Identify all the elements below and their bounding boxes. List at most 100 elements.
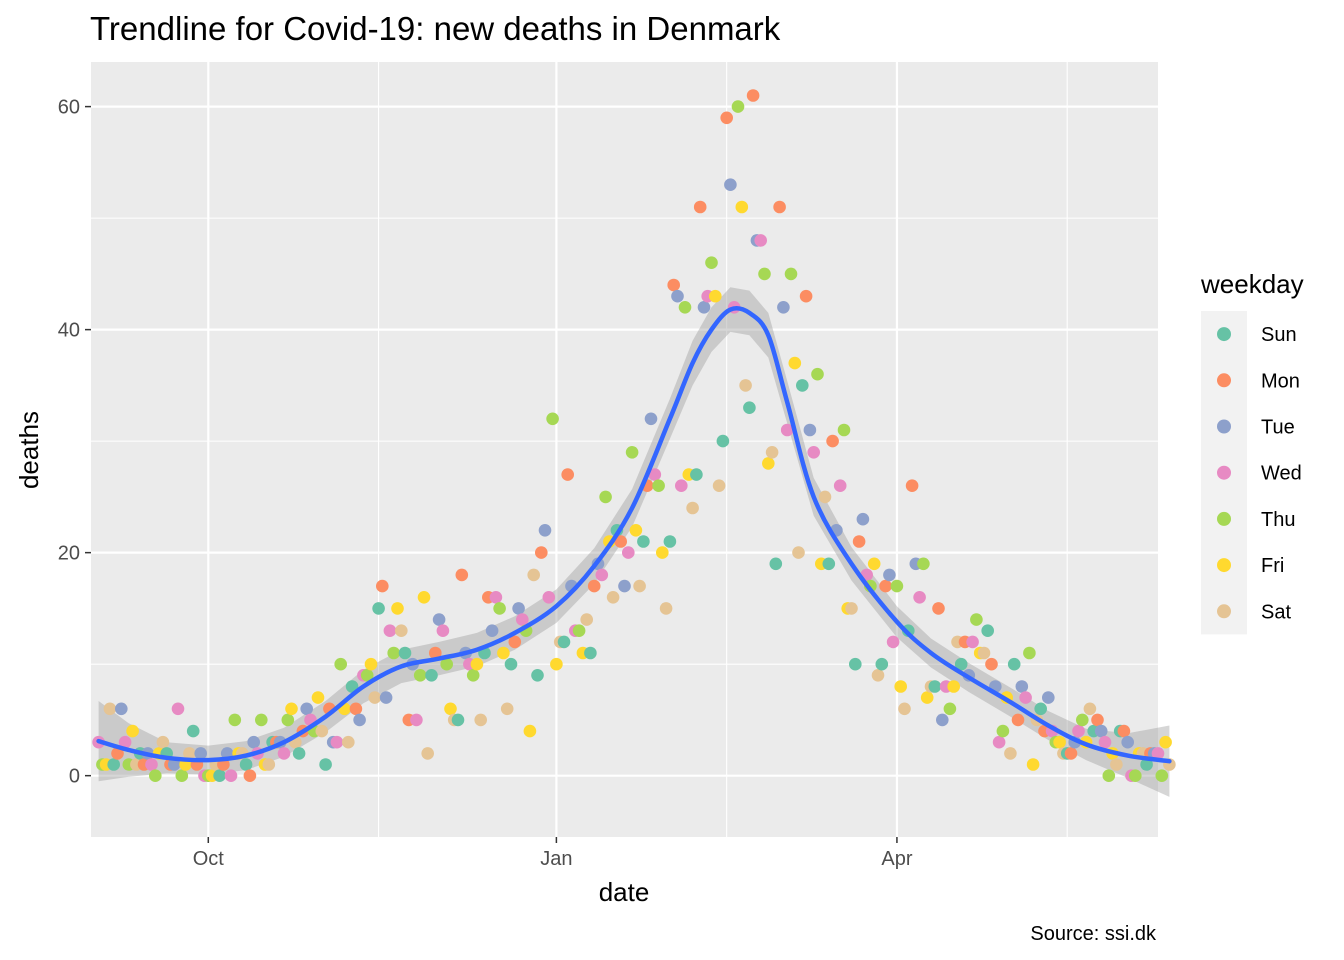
data-point (372, 602, 385, 615)
data-point (508, 635, 522, 649)
x-tick-label: Apr (881, 848, 912, 870)
data-point (183, 747, 196, 760)
legend-label-sun: Sun (1261, 324, 1297, 346)
data-point (156, 735, 170, 749)
data-point (319, 758, 332, 771)
data-point (421, 747, 435, 760)
data-point (485, 624, 499, 637)
chart-caption: Source: ssi.dk (1030, 923, 1157, 945)
grid-minor (91, 62, 1158, 837)
data-point (107, 758, 120, 771)
data-point (996, 724, 1010, 738)
y-tick-label: 40 (58, 320, 80, 342)
data-point (292, 747, 306, 760)
y-tick-label: 20 (58, 543, 80, 565)
x-tick-label: Jan (540, 848, 572, 870)
data-point (572, 624, 586, 637)
data-point (171, 702, 185, 716)
data-point (754, 234, 767, 247)
data-point (531, 669, 544, 682)
legend: Sun Mon Tue Wed Thu Fri Sat (1201, 311, 1302, 635)
data-point (762, 457, 775, 470)
data-point (879, 579, 892, 593)
legend-label-wed: Wed (1261, 463, 1302, 485)
legend-key-thu (1217, 511, 1231, 526)
data-point (625, 446, 639, 459)
data-point (493, 602, 506, 615)
data-point (614, 535, 627, 548)
data-point (342, 735, 355, 749)
data-point (584, 646, 597, 660)
data-point (451, 713, 465, 727)
data-point (1098, 735, 1112, 749)
data-point (780, 423, 794, 437)
data-point (606, 591, 620, 604)
data-point (1042, 691, 1055, 704)
legend-label-sat: Sat (1261, 601, 1291, 623)
data-point (913, 591, 926, 604)
data-point (898, 702, 911, 716)
data-point (1129, 769, 1142, 782)
data-point (145, 758, 158, 771)
data-point (981, 624, 994, 637)
data-point (379, 691, 393, 704)
y-tick-label: 60 (58, 97, 80, 119)
data-point (224, 769, 238, 782)
legend-label-mon: Mon (1261, 370, 1300, 392)
legend-label-thu: Thu (1261, 509, 1295, 531)
legend-label-fri: Fri (1261, 555, 1284, 577)
data-point (1064, 747, 1078, 760)
data-point (334, 657, 348, 671)
data-point (115, 702, 128, 716)
trendline-layer (96, 306, 1172, 764)
data-point (111, 747, 124, 760)
data-point (561, 468, 574, 481)
data-point (1102, 769, 1116, 782)
data-point (970, 613, 983, 626)
data-point (686, 501, 699, 515)
data-point (716, 434, 730, 448)
data-point (368, 691, 382, 704)
data-point (1015, 680, 1029, 693)
trendline (96, 306, 1172, 764)
data-point (936, 713, 949, 727)
data-point (833, 479, 847, 493)
data-point (1011, 713, 1025, 727)
data-point (413, 669, 427, 682)
legend-key-sun (1217, 327, 1231, 342)
data-point (803, 423, 817, 437)
data-point (1155, 769, 1169, 782)
data-point (799, 289, 813, 303)
data-point (262, 758, 276, 771)
data-point (1019, 691, 1032, 704)
legend-key-fri (1217, 558, 1231, 573)
data-point (349, 702, 363, 716)
data-point (398, 646, 412, 660)
data-point (277, 747, 291, 760)
data-point (126, 724, 139, 738)
data-point (633, 579, 646, 593)
points-layer (92, 89, 1176, 782)
data-point (894, 680, 907, 693)
data-point (489, 591, 503, 604)
data-point (667, 278, 680, 292)
data-point (792, 546, 805, 559)
data-point (580, 613, 593, 626)
data-point (497, 646, 510, 660)
data-point (807, 446, 820, 459)
data-point (856, 512, 870, 526)
data-point (622, 546, 635, 559)
data-point (875, 657, 889, 671)
data-point (330, 735, 344, 749)
data-point (466, 669, 480, 682)
data-point (731, 100, 745, 113)
legend-key-tue (1217, 419, 1231, 434)
data-point (852, 535, 866, 548)
data-point (822, 557, 836, 571)
data-point (928, 680, 942, 693)
data-point (837, 423, 851, 437)
plot-panel (91, 62, 1158, 837)
data-point (765, 446, 779, 459)
data-point (546, 412, 559, 426)
data-point (1034, 702, 1047, 716)
